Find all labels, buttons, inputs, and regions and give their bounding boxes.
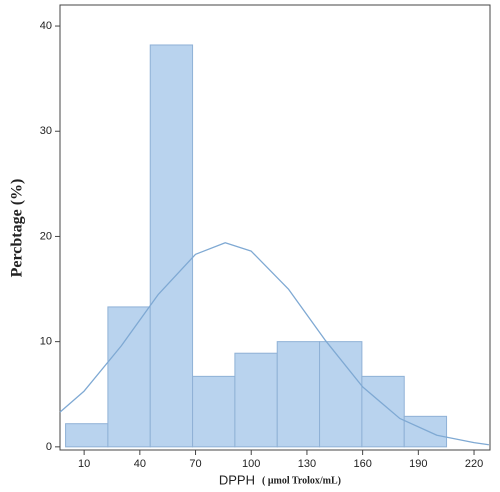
normal-curve [59,242,489,446]
y-tick-label: 20 [40,230,52,242]
bar [107,306,151,448]
plot-frame [59,4,491,451]
bar [319,341,363,448]
x-tick-label: 130 [298,458,316,470]
x-tick-label: 190 [409,458,427,470]
x-tick-label: 220 [465,458,483,470]
bar [276,341,321,448]
y-tick-label: 40 [40,20,52,32]
x-tick-label: 100 [242,458,260,470]
x-tick-label: 70 [189,458,201,470]
bar [65,423,109,448]
x-tick-label: 10 [78,458,90,470]
y-tick-label: 10 [40,336,52,348]
y-tick-label: 0 [46,441,52,453]
bar [361,375,405,448]
x-axis-unit: ( μmol Trolox/mL) [262,475,341,486]
bar [234,352,278,448]
y-tick-label: 30 [40,125,52,137]
x-tick-label: 40 [134,458,146,470]
x-tick-label: 160 [353,458,371,470]
bar [403,415,448,448]
bar [149,44,194,448]
bar [192,375,236,448]
y-axis-label: Percbtage (%) [9,179,26,278]
x-axis-label: DPPH [219,472,255,487]
